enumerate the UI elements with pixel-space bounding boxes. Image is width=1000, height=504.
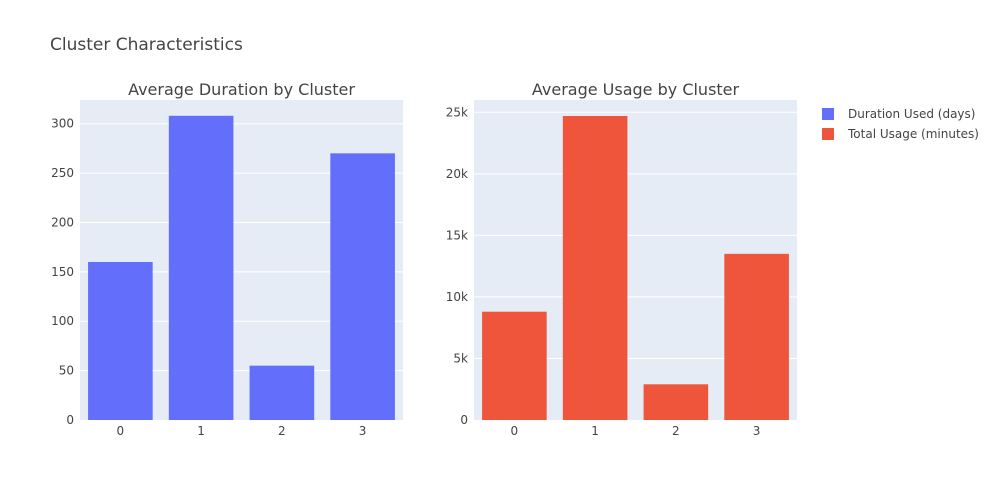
bar — [562, 116, 628, 420]
x-tick-label: 2 — [672, 424, 680, 438]
subplot-title: Average Duration by Cluster — [128, 80, 355, 99]
x-tick-label: 0 — [117, 424, 125, 438]
bar — [330, 153, 395, 421]
bar — [724, 253, 789, 420]
y-tick-label: 100 — [51, 314, 74, 328]
bar — [643, 384, 709, 420]
bar — [249, 365, 315, 420]
bar — [168, 115, 234, 421]
y-tick-label: 0 — [66, 413, 74, 427]
y-tick-label: 0 — [460, 413, 468, 427]
y-tick-label: 20k — [446, 167, 468, 181]
y-tick-label: 150 — [51, 265, 74, 279]
legend-label: Duration Used (days) — [848, 107, 975, 121]
subplot-0: 0 50 100 150 200 250 300 0 1 2 3 Average Duration b… — [51, 80, 403, 438]
legend-swatch — [822, 128, 834, 140]
y-tick-label: 25k — [446, 105, 468, 119]
bar — [482, 311, 547, 420]
x-tick-label: 0 — [511, 424, 519, 438]
x-tick-label: 1 — [197, 424, 205, 438]
x-tick-label: 3 — [359, 424, 367, 438]
y-tick-label: 10k — [446, 290, 468, 304]
legend-swatch — [822, 108, 834, 120]
y-tick-label: 15k — [446, 228, 468, 242]
y-tick-label: 200 — [51, 215, 74, 229]
y-tick-label: 5k — [453, 351, 468, 365]
x-tick-label: 2 — [278, 424, 286, 438]
x-tick-label: 1 — [591, 424, 599, 438]
bar — [88, 261, 153, 420]
y-tick-label: 250 — [51, 166, 74, 180]
subplot-1: 0 5k 10k 15k 20k 25k 0 1 2 3 Average Usage by Clus… — [446, 80, 797, 438]
y-tick-label: 300 — [51, 117, 74, 131]
subplot-title: Average Usage by Cluster — [532, 80, 740, 99]
legend: Duration Used (days) Total Usage (minutes… — [822, 107, 979, 141]
chart-title: Cluster Characteristics — [50, 35, 243, 55]
legend-label: Total Usage (minutes) — [847, 127, 979, 141]
y-tick-label: 50 — [59, 364, 74, 378]
x-tick-label: 3 — [753, 424, 761, 438]
